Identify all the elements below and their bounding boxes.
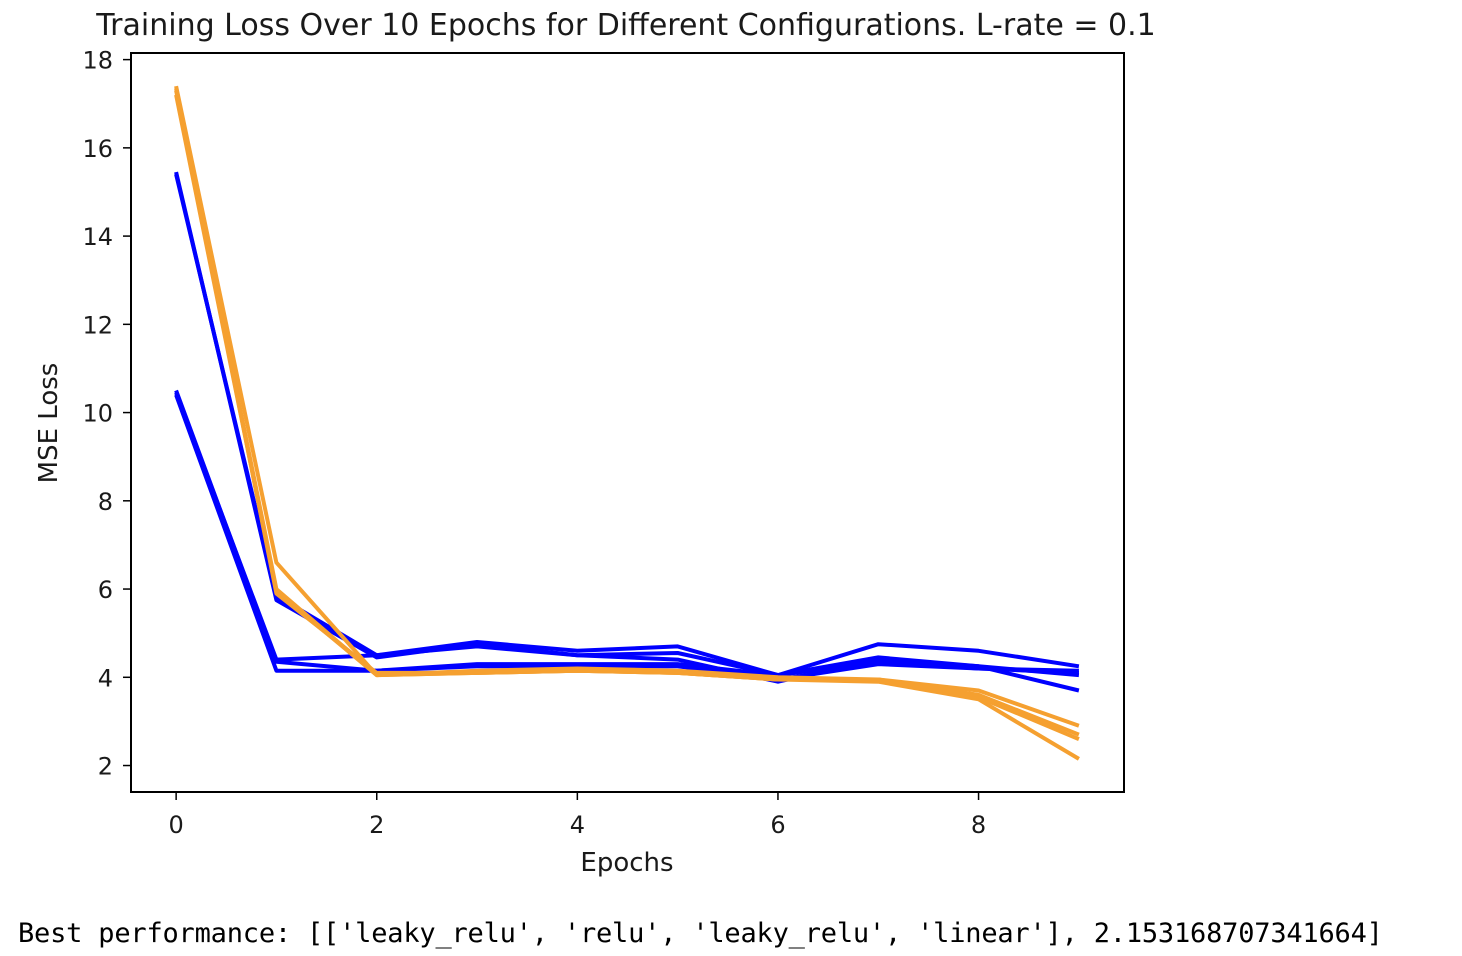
y-tick-label: 10	[82, 400, 113, 428]
y-tick-label: 2	[98, 753, 113, 781]
series-line-3	[174, 391, 1080, 684]
series-line-4	[174, 394, 1079, 678]
series-line-9	[174, 94, 1080, 741]
x-tick-label: 8	[971, 811, 986, 839]
chart-svg: 0 2 4 6 8 2 4 6 8 10 12 14 16 18 Training Loss Over 1…	[34, 8, 1156, 878]
y-tick-label: 16	[82, 135, 113, 163]
y-tick-label: 6	[98, 576, 113, 604]
y-tick-label: 4	[98, 664, 113, 692]
y-tick-label: 12	[82, 311, 113, 339]
best-performance-output: Best performance: [['leaky_relu', 'relu'…	[18, 918, 1383, 949]
series-line-2	[174, 173, 1080, 693]
y-tick-label: 8	[98, 488, 113, 516]
series-line-7	[174, 90, 1080, 737]
axes-frame	[130, 52, 1125, 793]
x-axis-label: Epochs	[580, 848, 673, 878]
series-lines-layer	[174, 85, 1080, 761]
series-line-1	[174, 171, 1080, 678]
x-tick-label: 0	[168, 811, 183, 839]
series-line-5	[174, 389, 1079, 682]
chart-title: Training Loss Over 10 Epochs for Differe…	[95, 8, 1156, 43]
series-line-6	[174, 85, 1080, 728]
y-tick-label: 14	[82, 223, 113, 251]
ticks-layer: 0 2 4 6 8 2 4 6 8 10 12 14 16 18	[82, 47, 986, 839]
y-axis-label: MSE Loss	[34, 363, 64, 484]
x-tick-label: 2	[369, 811, 384, 839]
y-tick-label: 18	[82, 47, 113, 75]
chart-figure: 0 2 4 6 8 2 4 6 8 10 12 14 16 18 Training Loss Over 1…	[34, 8, 1156, 878]
x-tick-label: 4	[570, 811, 585, 839]
x-tick-label: 6	[770, 811, 785, 839]
